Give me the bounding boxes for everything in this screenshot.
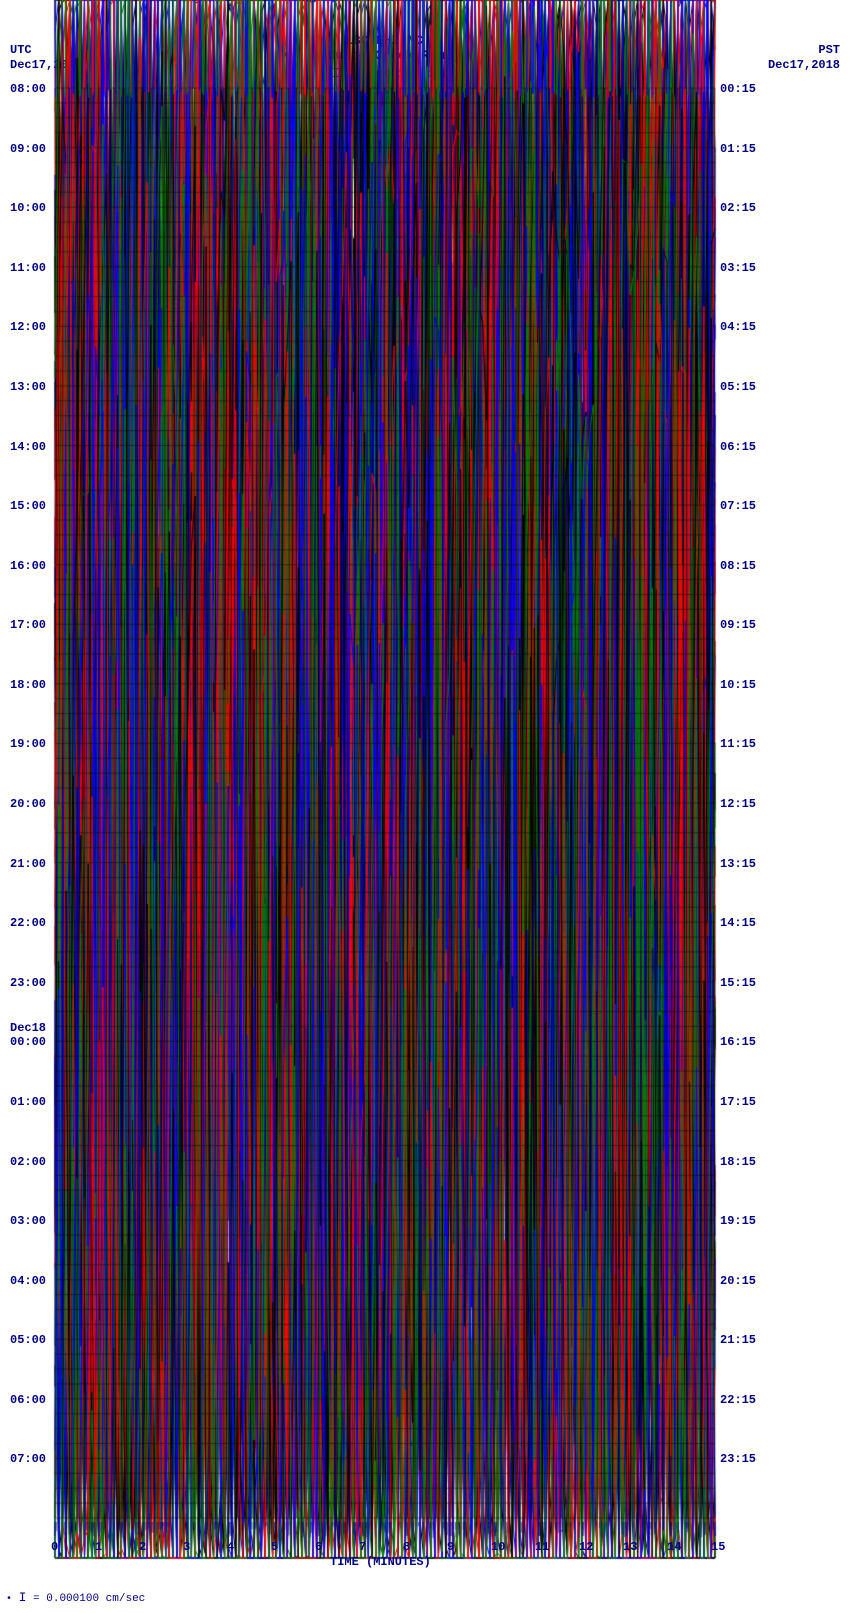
left-tick: 22:00 — [10, 916, 46, 930]
x-tick: 9 — [447, 1540, 454, 1554]
right-tick: 02:15 — [720, 201, 756, 215]
right-tick: 04:15 — [720, 320, 756, 334]
left-date-break: Dec18 — [10, 1021, 46, 1035]
right-tick: 20:15 — [720, 1274, 756, 1288]
x-tick: 6 — [315, 1540, 322, 1554]
x-tick: 2 — [139, 1540, 146, 1554]
left-tick: 16:00 — [10, 559, 46, 573]
right-tick: 17:15 — [720, 1095, 756, 1109]
x-tick: 10 — [491, 1540, 505, 1554]
right-tick: 09:15 — [720, 618, 756, 632]
x-tick: 0 — [51, 1540, 58, 1554]
left-tick: 09:00 — [10, 142, 46, 156]
right-tick: 18:15 — [720, 1155, 756, 1169]
left-tick: 21:00 — [10, 857, 46, 871]
x-tick: 14 — [667, 1540, 681, 1554]
right-tick: 14:15 — [720, 916, 756, 930]
right-tick: 13:15 — [720, 857, 756, 871]
left-tick: 01:00 — [10, 1095, 46, 1109]
left-tick: 03:00 — [10, 1214, 46, 1228]
right-tick: 08:15 — [720, 559, 756, 573]
left-tick: 23:00 — [10, 976, 46, 990]
right-tick: 06:15 — [720, 440, 756, 454]
footer-scale: • I = 0.000100 cm/sec — [6, 1590, 145, 1605]
right-tick: 03:15 — [720, 261, 756, 275]
x-tick: 15 — [711, 1540, 725, 1554]
left-tick: 15:00 — [10, 499, 46, 513]
left-tick: 17:00 — [10, 618, 46, 632]
x-tick: 12 — [579, 1540, 593, 1554]
x-tick: 1 — [95, 1540, 102, 1554]
right-tick: 01:15 — [720, 142, 756, 156]
x-tick: 7 — [359, 1540, 366, 1554]
x-tick: 3 — [183, 1540, 190, 1554]
left-tick: 08:00 — [10, 82, 46, 96]
right-tick: 21:15 — [720, 1333, 756, 1347]
left-tick: 05:00 — [10, 1333, 46, 1347]
left-tick: 20:00 — [10, 797, 46, 811]
right-tick: 07:15 — [720, 499, 756, 513]
right-tick: 00:15 — [720, 82, 756, 96]
right-tick: 15:15 — [720, 976, 756, 990]
x-tick: 8 — [403, 1540, 410, 1554]
x-tick: 11 — [535, 1540, 549, 1554]
x-tick: 5 — [271, 1540, 278, 1554]
left-tick: 02:00 — [10, 1155, 46, 1169]
left-tick: 19:00 — [10, 737, 46, 751]
right-tick: 12:15 — [720, 797, 756, 811]
right-tick: 23:15 — [720, 1452, 756, 1466]
x-axis-title: TIME (MINUTES) — [330, 1555, 431, 1569]
right-tick: 10:15 — [720, 678, 756, 692]
x-tick: 4 — [227, 1540, 234, 1554]
left-tick: 12:00 — [10, 320, 46, 334]
right-tick: 05:15 — [720, 380, 756, 394]
right-tick: 11:15 — [720, 737, 756, 751]
right-tick: 19:15 — [720, 1214, 756, 1228]
x-tick: 13 — [623, 1540, 637, 1554]
left-tick: 13:00 — [10, 380, 46, 394]
left-tick: 06:00 — [10, 1393, 46, 1407]
right-tick: 22:15 — [720, 1393, 756, 1407]
left-tick: 10:00 — [10, 201, 46, 215]
left-tick: 07:00 — [10, 1452, 46, 1466]
left-tick: 18:00 — [10, 678, 46, 692]
left-tick: 14:00 — [10, 440, 46, 454]
right-tick: 16:15 — [720, 1035, 756, 1049]
left-tick: 00:00 — [10, 1035, 46, 1049]
left-tick: 04:00 — [10, 1274, 46, 1288]
left-tick: 11:00 — [10, 261, 46, 275]
